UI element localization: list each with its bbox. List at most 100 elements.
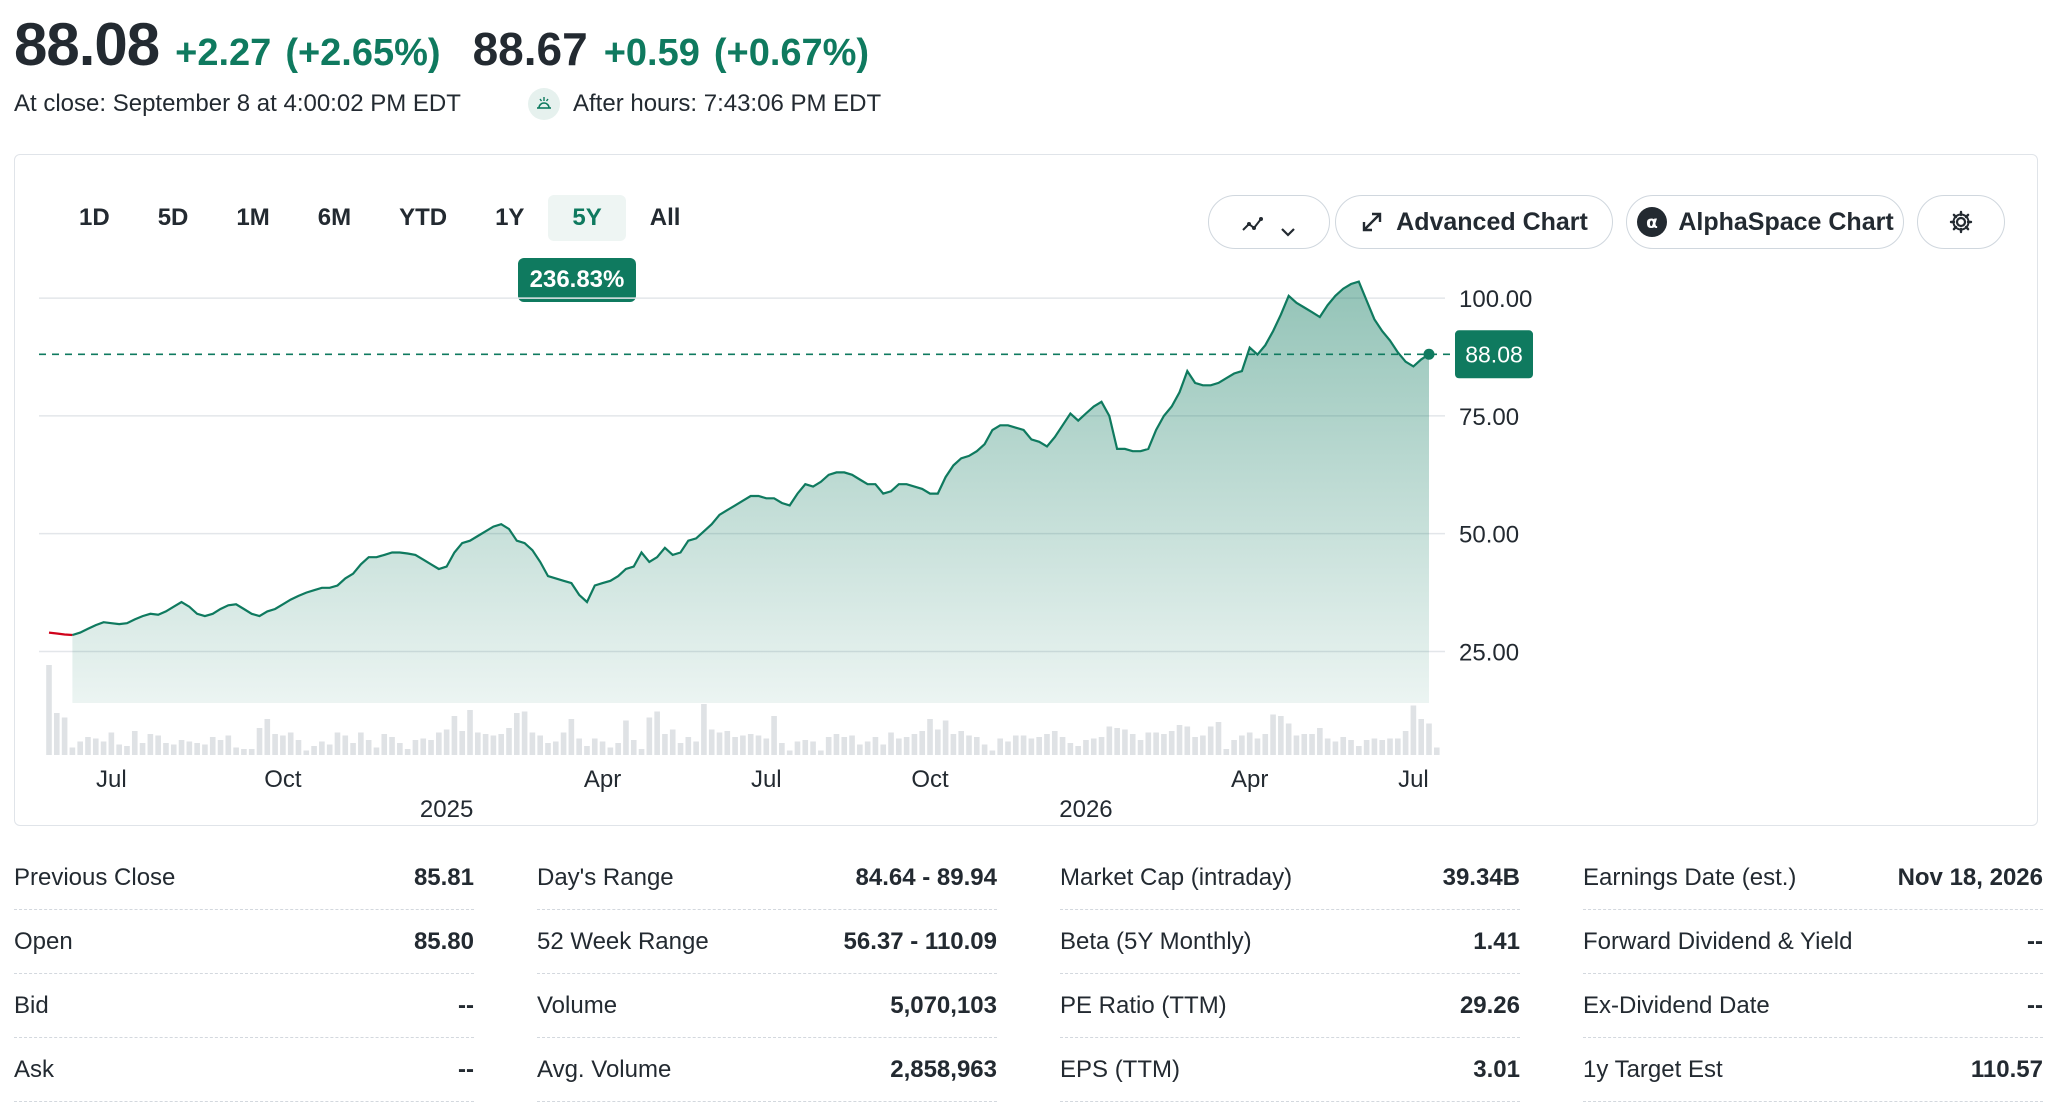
volume-bar	[1161, 734, 1167, 755]
volume-bar	[1012, 735, 1019, 755]
volume-bar	[732, 737, 738, 755]
volume-bar	[576, 738, 582, 755]
volume-bar	[708, 729, 715, 755]
stats-column: Day's Range 84.64 - 89.94 52 Week Range 56.…	[537, 846, 997, 1102]
volume-bar	[451, 716, 458, 755]
current-price-dot	[1423, 348, 1435, 360]
svg-text:α: α	[1646, 213, 1658, 233]
volume-bar	[61, 717, 68, 755]
x-month-label: Jul	[1398, 766, 1429, 793]
volume-bar	[155, 735, 161, 755]
range-button-5d[interactable]: 5D	[157, 204, 189, 231]
stat-row: 52 Week Range 56.37 - 110.09	[537, 910, 997, 974]
volume-bar	[170, 744, 177, 755]
volume-bar	[1106, 726, 1113, 755]
volume-bar	[747, 734, 754, 755]
volume-bar	[77, 741, 83, 755]
volume-bar	[1395, 738, 1401, 755]
volume-bar	[85, 737, 91, 755]
volume-bar	[490, 735, 497, 755]
volume-bar	[950, 734, 957, 755]
stat-value: 56.37 - 110.09	[843, 927, 997, 955]
volume-bar	[1301, 734, 1308, 755]
volume-bar	[521, 711, 528, 755]
stat-value: --	[2027, 927, 2043, 955]
price-line	[72, 280, 1430, 637]
chart-type-button[interactable]	[1208, 195, 1330, 249]
volume-bar	[217, 740, 224, 755]
volume-bar	[1051, 731, 1058, 755]
volume-bar	[1114, 728, 1120, 755]
x-year-label: 2025	[420, 796, 473, 823]
x-month-label: Jul	[751, 766, 782, 793]
volume-bar	[1005, 741, 1011, 755]
volume-bar	[389, 737, 395, 755]
y-tick-label: 50.00	[1459, 522, 1519, 549]
quote-header: 88.08 +2.27 (+2.65%) 88.67 +0.59 (+0.67%…	[14, 10, 869, 90]
volume-bar	[108, 732, 115, 755]
regular-change: +2.27	[175, 32, 272, 74]
stats-column: Earnings Date (est.) Nov 18, 2026 Forward …	[1583, 846, 2043, 1102]
stat-label: Ex-Dividend Date	[1583, 991, 1770, 1019]
volume-bar	[248, 749, 255, 755]
volume-bar	[685, 737, 692, 755]
volume-bar	[53, 713, 60, 755]
volume-bar	[178, 740, 185, 755]
volume-bar	[1332, 741, 1339, 755]
chart-settings-button[interactable]	[1917, 195, 2005, 249]
range-button-all[interactable]: All	[649, 204, 681, 231]
stat-value: 3.01	[1473, 1055, 1520, 1083]
volume-bar	[428, 740, 434, 755]
stat-row: Beta (5Y Monthly) 1.41	[1060, 910, 1520, 974]
range-button-1m[interactable]: 1M	[236, 204, 270, 231]
current-price-label: 88.08	[1465, 341, 1523, 367]
volume-bar	[202, 744, 208, 755]
volume-bar	[475, 732, 481, 755]
advanced-chart-button[interactable]: Advanced Chart	[1335, 195, 1613, 249]
volume-bar	[100, 741, 107, 755]
stat-label: Beta (5Y Monthly)	[1060, 927, 1252, 955]
volume-bar	[552, 741, 559, 755]
range-button-5y[interactable]: 5Y	[548, 195, 626, 241]
volume-bar	[545, 743, 551, 755]
volume-bar	[381, 734, 388, 755]
volume-bar	[872, 737, 879, 755]
volume-bar	[755, 735, 762, 755]
volume-bar	[287, 732, 294, 755]
volume-bar	[1020, 735, 1027, 755]
stat-value: 85.81	[413, 863, 474, 891]
alphaspace-chart-button[interactable]: α AlphaSpace Chart	[1626, 195, 1904, 249]
range-button-6m[interactable]: 6M	[317, 204, 352, 231]
stat-row: 1y Target Est 110.57	[1583, 1038, 2043, 1102]
x-month-label: Oct	[911, 766, 949, 793]
volume-bar	[225, 735, 232, 755]
volume-bar	[529, 732, 536, 755]
stat-value: 1.41	[1473, 927, 1520, 955]
range-selector: 1D 5D 1M 6M YTD 1Y 5Y All	[55, 195, 704, 241]
stat-label: Day's Range	[537, 863, 674, 891]
x-month-label: Apr	[1231, 766, 1268, 793]
regular-change-percent: (+2.65%)	[285, 32, 441, 74]
volume-bar	[1402, 731, 1409, 755]
volume-bar	[139, 743, 146, 755]
volume-bar	[420, 738, 427, 755]
stat-value: 84.64 - 89.94	[855, 863, 997, 891]
volume-bar	[997, 738, 1003, 755]
volume-bar	[443, 729, 450, 755]
volume-bar	[186, 741, 193, 755]
chart-card: 1D 5D 1M 6M YTD 1Y 5Y All 236.83% Advanced Char…	[14, 154, 2038, 826]
volume-bar	[1410, 705, 1417, 755]
volume-bar	[272, 734, 278, 755]
stat-row: PE Ratio (TTM) 29.26	[1060, 974, 1520, 1038]
volume-bar	[311, 746, 317, 755]
stat-label: Forward Dividend & Yield	[1583, 927, 1853, 955]
volume-bar	[630, 740, 637, 755]
range-button-1d[interactable]: 1D	[79, 204, 110, 231]
price-chart[interactable]: 25.00 50.00 75.00 100.00 Jul Oct Apr Jul Oct Apr…	[15, 155, 2037, 825]
range-button-ytd[interactable]: YTD	[399, 204, 448, 231]
volume-bar	[654, 711, 660, 755]
range-button-1y[interactable]: 1Y	[495, 204, 525, 231]
after-hours-timestamp: After hours: 7:43:06 PM EDT	[573, 90, 882, 117]
close-timestamp: At close: September 8 at 4:00:02 PM EDT	[14, 90, 461, 117]
chart-type-icon	[1241, 212, 1269, 232]
